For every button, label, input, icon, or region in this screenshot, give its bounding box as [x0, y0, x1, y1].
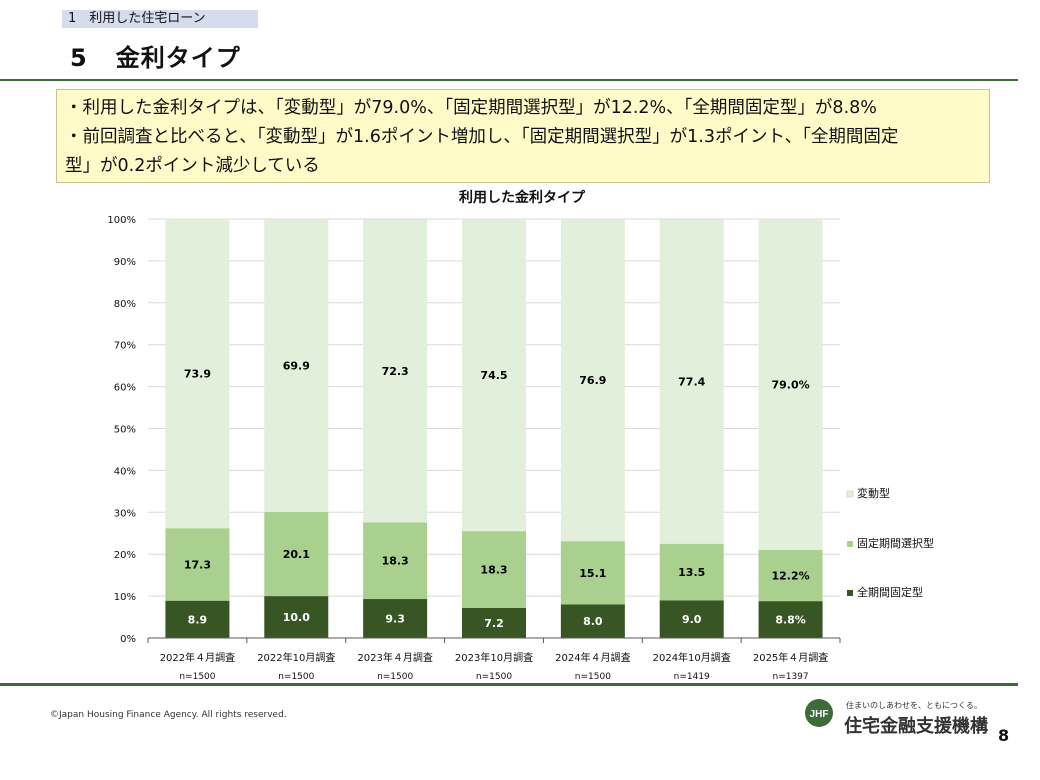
y-tick-label: 30%: [114, 508, 136, 519]
bar-segment: [758, 219, 823, 551]
bar-segment: [363, 599, 428, 638]
legend-swatch: [847, 541, 853, 547]
page-number: 8: [998, 726, 1010, 745]
section-tag: 1 利用した住宅ローン: [62, 10, 258, 28]
data-label: 18.3: [382, 555, 409, 568]
jhf-logo-icon: JHF: [805, 699, 833, 727]
data-label: 7.2: [484, 617, 504, 630]
legend-swatch: [846, 490, 854, 498]
data-label: 15.1: [579, 567, 606, 580]
y-tick-label: 70%: [114, 341, 136, 352]
title-divider: [0, 79, 1018, 81]
data-label: 76.9: [579, 374, 606, 387]
y-tick-label: 0%: [120, 634, 136, 645]
data-label: 8.8%: [775, 614, 806, 627]
sample-size-label: n=1500: [179, 672, 215, 682]
data-label: 8.0: [583, 615, 603, 628]
data-label: 73.9: [184, 367, 211, 380]
data-label: 77.4: [678, 376, 705, 389]
bar-segment: [659, 219, 724, 544]
legend-label: 全期間固定型: [857, 585, 923, 599]
sample-size-label: n=1500: [377, 672, 413, 682]
data-label: 79.0%: [771, 379, 809, 392]
summary-box: ・利用した金利タイプは、「変動型」が79.0%、「固定期間選択型」が12.2%、…: [56, 89, 990, 183]
x-tick-label: 2022年10月調査: [257, 651, 335, 664]
bar-segment: [758, 550, 823, 602]
data-label: 12.2%: [771, 570, 809, 583]
bar-segment: [462, 531, 526, 608]
data-label: 72.3: [382, 365, 409, 378]
data-label: 9.0: [682, 613, 702, 626]
legend-label: 固定期間選択型: [857, 536, 934, 550]
sample-size-label: n=1500: [575, 672, 611, 682]
org-tagline: 住まいのしあわせを、ともにつくる。: [846, 701, 982, 710]
bar-segment: [758, 601, 823, 638]
chart-title: 利用した金利タイプ: [459, 189, 586, 206]
bar-segment: [264, 596, 329, 638]
bar-segment: [264, 219, 329, 512]
x-tick-label: 2024年10月調査: [653, 651, 731, 664]
bar-segment: [264, 511, 329, 597]
data-labels: 8.9 17.3 73.9 10.0 20.1 69.9 9.3 18.3 72.3 7.2 18.…: [184, 359, 810, 629]
y-tick-label: 40%: [114, 466, 136, 477]
y-tick-label: 100%: [107, 215, 136, 226]
summary-line-2: ・前回調査と比べると、「変動型」が1.6ポイント増加し、「固定期間選択型」が1.…: [65, 127, 899, 147]
x-tick-label: 2023年４月調査: [357, 651, 432, 664]
bar-segment: [165, 600, 230, 638]
sample-size-label: n=1500: [278, 672, 314, 682]
y-tick-label: 60%: [114, 383, 136, 394]
legend-swatch: [847, 590, 853, 596]
summary-line-3: 型」が0.2ポイント減少している: [65, 156, 320, 176]
sample-size-label: n=1419: [674, 672, 710, 682]
data-label: 9.3: [385, 613, 405, 626]
x-tick-label: 2024年４月調査: [555, 651, 630, 664]
bar-segment: [462, 607, 526, 638]
x-tick-label: 2023年10月調査: [455, 651, 533, 664]
bar-segment: [165, 528, 230, 601]
bar-segment: [560, 604, 625, 638]
y-tick-label: 50%: [114, 425, 136, 436]
summary-line-1: ・利用した金利タイプは、「変動型」が79.0%、「固定期間選択型」が12.2%、…: [65, 98, 877, 118]
y-tick-label: 20%: [114, 550, 136, 561]
page-title-text: 金利タイプ: [115, 44, 241, 72]
x-tick-label: 2022年４月調査: [160, 651, 235, 664]
y-tick-label: 90%: [114, 257, 136, 268]
page-title: 5 金利タイプ: [70, 38, 241, 73]
bar-segment: [363, 219, 428, 523]
data-label: 69.9: [283, 359, 310, 372]
data-label: 10.0: [283, 611, 310, 624]
bar-segment: [659, 543, 724, 601]
bar-segment: [659, 600, 724, 638]
copyright-text: ©Japan Housing Finance Agency. All right…: [50, 710, 287, 720]
data-label: 13.5: [678, 566, 705, 579]
bar-segment: [165, 218, 230, 529]
x-tick-label: 2025年４月調査: [753, 651, 828, 664]
sample-size-label: n=1397: [772, 672, 808, 682]
y-tick-label: 10%: [114, 592, 136, 603]
data-label: 8.9: [188, 613, 208, 626]
data-label: 17.3: [184, 558, 211, 571]
sample-size-label: n=1500: [476, 672, 512, 682]
org-name: 住宅金融支援機構: [844, 716, 988, 737]
bars: [165, 218, 823, 638]
footer-divider: [0, 683, 1018, 686]
bar-segment: [462, 219, 526, 532]
bar-segment: [560, 219, 625, 542]
page-title-number: 5: [70, 44, 88, 72]
bar-segment: [560, 541, 625, 605]
legend-label: 変動型: [857, 486, 890, 500]
axes: 0% 10% 20% 30% 40% 50% 60% 70% 80% 90% 100% 2022年４月…: [107, 215, 841, 682]
data-label: 74.5: [480, 369, 507, 382]
data-label: 20.1: [283, 548, 310, 561]
y-tick-label: 80%: [114, 299, 136, 310]
bar-segment: [363, 522, 428, 600]
data-label: 18.3: [480, 563, 507, 576]
logo-text: JHF: [810, 709, 829, 720]
